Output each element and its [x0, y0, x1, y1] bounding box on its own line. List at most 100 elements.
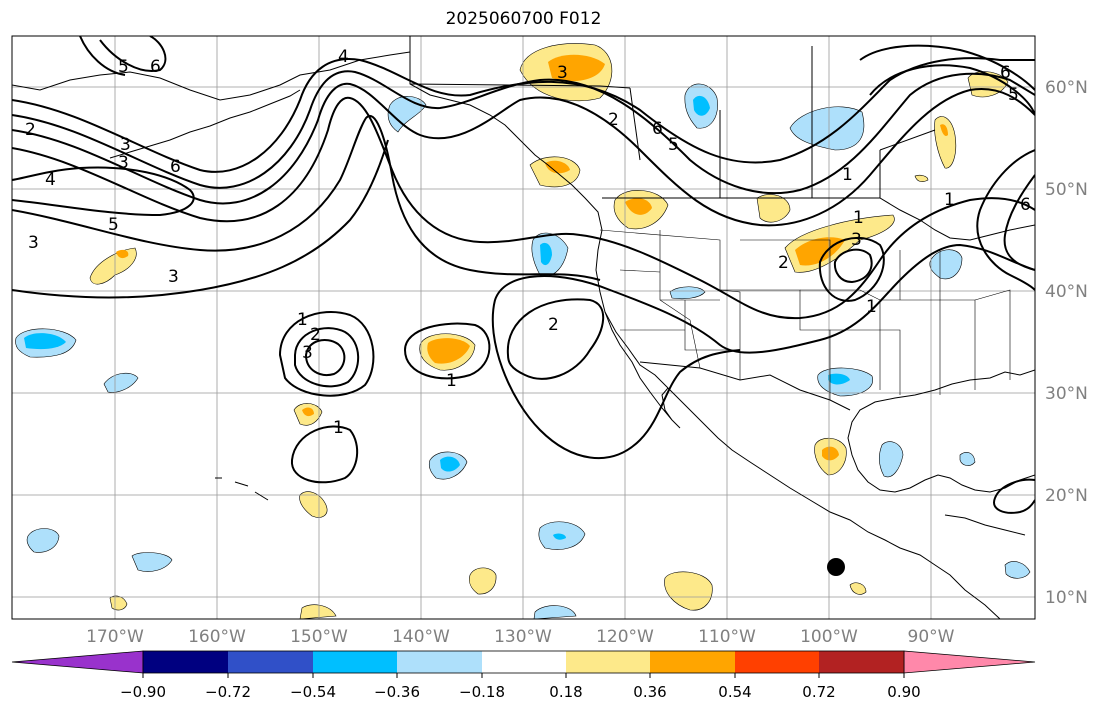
patch-ak-neg: [387, 96, 427, 133]
contour-jet-1: [12, 57, 1035, 173]
contour-2-ridge: [506, 298, 605, 380]
contour-label: 3: [557, 63, 568, 83]
contour-label: 1: [866, 297, 877, 317]
colorbar-segment: [143, 651, 228, 673]
colorbar-segment: [566, 651, 650, 673]
marker-dot: [827, 558, 845, 576]
map-area: 1 2 3 1 1 2 3 5 4 6 3 3 2 3 4 5 6 2 6 5 …: [12, 36, 1035, 619]
patch-165w-core: [24, 333, 66, 350]
patch-co-neg: [669, 286, 706, 300]
contour-label: 2: [25, 120, 36, 140]
state-lines-2: [659, 230, 701, 369]
colorbar-tick-label: −0.72: [205, 683, 251, 701]
colorbar-tick-label: 0.54: [718, 683, 751, 701]
contour-label: 3: [118, 153, 129, 173]
contour-kam-2: [79, 36, 126, 76]
gridlines: [12, 36, 1035, 619]
patch-eq-pos-4: [109, 595, 128, 611]
patch-oh-neg: [929, 249, 963, 280]
colorbar-segment: [228, 651, 313, 673]
contour-label: 2: [608, 110, 619, 130]
longitude-label: 120°W: [596, 627, 654, 647]
latitude-label: 20°N: [1045, 486, 1088, 506]
latitude-label: 30°N: [1045, 384, 1088, 404]
map-background: [12, 36, 1035, 619]
colorbar: −0.90 −0.72 −0.54 −0.36 −0.18 0.18 0.36 0.54 0.7…: [11, 650, 1036, 701]
contour-1-big: [491, 243, 1035, 460]
contour-ne-canada: [859, 44, 1035, 116]
patch-ne-pos2: [914, 174, 929, 182]
patch-hi-core: [440, 456, 460, 472]
patch-ab-neg: [789, 106, 865, 151]
contour-label: 1: [446, 371, 457, 391]
contour-labels: 1 2 3 1 1 2 3 5 4 6 3 3 2 3 4 5 6 2 6 5 …: [25, 47, 1031, 438]
gulf-coast: [847, 369, 1035, 493]
longitude-label: 150°W: [290, 627, 348, 647]
contour-label: 5: [108, 215, 119, 235]
contour-label: 1: [853, 208, 864, 228]
colorbar-tick-label: 0.72: [802, 683, 835, 701]
latitude-label: 10°N: [1045, 588, 1088, 608]
state-lines-7: [620, 300, 740, 351]
cuba: [944, 514, 1026, 536]
colorbar-tick-label: 0.18: [549, 683, 582, 701]
contour-label: 1: [333, 418, 344, 438]
us-state-borders: [599, 229, 1011, 400]
patch-tx-core: [828, 373, 850, 385]
colorbar-tick-label: −0.90: [120, 683, 166, 701]
patch-bc-neg-core: [693, 95, 710, 116]
patch-150w-core: [302, 407, 314, 417]
state-lines-4: [740, 239, 900, 301]
contour-low-150w-1: [278, 310, 375, 397]
contour-jet-3: [12, 82, 1035, 227]
patch-ne-pos: [849, 582, 867, 595]
contour-jet-6: [12, 139, 389, 299]
patch-gulf-neg: [878, 441, 904, 478]
colorbar-segment: [650, 651, 735, 673]
contour-label: 6: [652, 119, 663, 139]
longitude-labels: 170°W 160°W 150°W 140°W 130°W 120°W 110°W 100°W…: [86, 627, 955, 647]
longitude-label: 160°W: [188, 627, 246, 647]
colorbar-tick-label: −0.18: [459, 683, 505, 701]
anomaly-shading: [15, 43, 1031, 619]
patch-eq-neg-3: [533, 605, 577, 619]
contour-label: 6: [1020, 195, 1031, 215]
patch-ontario-pos: [934, 116, 957, 169]
map-frame: [11, 35, 1036, 620]
north-america-coast: [409, 36, 1001, 619]
state-lines-3: [619, 269, 831, 400]
patch-pac-pos-core: [116, 249, 129, 259]
patch-ca-core: [540, 242, 552, 266]
colorbar-over-triangle: [903, 650, 1036, 674]
bc-border: [409, 83, 631, 89]
contour-e-2: [1003, 174, 1035, 271]
colorbar-segment: [735, 651, 819, 673]
patch-160w-neg: [103, 372, 139, 393]
patch-eq-neg-1: [131, 552, 173, 572]
patch-hawaii-s-core: [553, 533, 566, 540]
contour-label: 5: [668, 135, 679, 155]
contour-jet-2: [12, 70, 1035, 195]
colorbar-tick-label: 0.36: [633, 683, 666, 701]
latitude-label: 50°N: [1045, 180, 1088, 200]
patch-140w-core: [427, 338, 470, 364]
patch-eq-pos-3: [299, 604, 337, 619]
alaska-coast: [12, 51, 411, 101]
contour-low-150w-2: [294, 327, 360, 388]
colorbar-segment: [313, 651, 397, 673]
patch-dakotas-core: [795, 237, 845, 266]
aleutians: [109, 89, 301, 159]
colorbar-tick-label: −0.54: [290, 683, 336, 701]
colorbar-frame: [142, 650, 905, 674]
contour-label: 4: [45, 170, 56, 190]
us-canada-border: [602, 197, 1035, 241]
contour-label: 3: [28, 233, 39, 253]
longitude-label: 170°W: [86, 627, 144, 647]
colorbar-tick-label: −0.36: [374, 683, 420, 701]
contour-label: 5: [1008, 85, 1019, 105]
longitude-label: 100°W: [800, 627, 858, 647]
contour-label: 3: [120, 135, 131, 155]
colorbar-segment: [482, 651, 566, 673]
contour-label: 6: [170, 157, 181, 177]
